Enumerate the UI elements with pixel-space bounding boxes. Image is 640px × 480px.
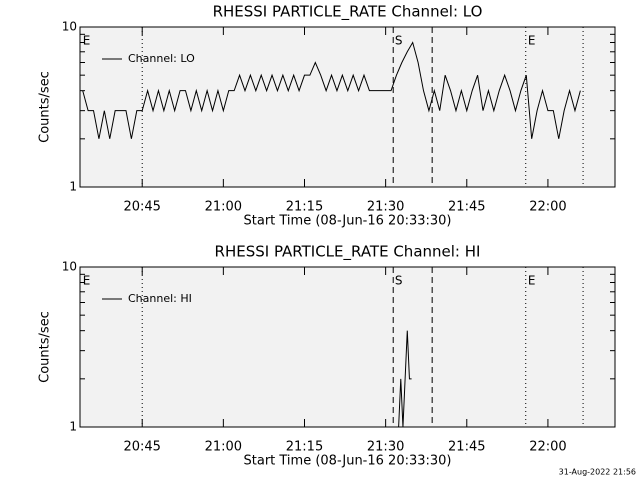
x-tick-label: 21:00 <box>205 200 242 215</box>
x-axis-label: Start Time (08-Jun-16 20:33:30) <box>244 454 452 469</box>
x-tick-label: 21:15 <box>286 440 323 455</box>
x-tick-label: 22:00 <box>529 200 566 215</box>
x-tick-label: 20:45 <box>123 200 160 215</box>
legend-label: Channel: HI <box>128 292 192 305</box>
x-tick-label: 21:45 <box>448 440 485 455</box>
annotation: E <box>83 34 91 48</box>
data-line <box>398 330 412 428</box>
chart-title: RHESSI PARTICLE_RATE Channel: LO <box>213 3 483 22</box>
x-axis-label: Start Time (08-Jun-16 20:33:30) <box>244 214 452 229</box>
annotation: S <box>395 34 403 48</box>
chart-title: RHESSI PARTICLE_RATE Channel: HI <box>215 243 481 262</box>
annotation: E <box>83 274 91 288</box>
x-tick-label: 21:45 <box>448 200 485 215</box>
data-line <box>82 41 581 139</box>
footer: 31-Aug-2022 21:56 <box>559 468 636 477</box>
legend-label: Channel: LO <box>128 52 195 65</box>
y-tick-label: 10 <box>62 20 77 34</box>
y-axis-label: Counts/sec <box>38 71 53 143</box>
y-tick-label: 1 <box>69 180 77 194</box>
plot-area <box>79 266 616 428</box>
x-tick-label: 21:00 <box>205 440 242 455</box>
x-tick-label: 20:45 <box>123 440 160 455</box>
y-axis-label: Counts/sec <box>38 311 53 383</box>
annotation: E <box>528 34 536 48</box>
x-tick-label: 21:30 <box>367 440 404 455</box>
y-tick-label: 1 <box>69 420 77 434</box>
annotation: E <box>528 274 536 288</box>
annotation: S <box>395 274 403 288</box>
plot-area <box>79 26 616 188</box>
x-tick-label: 21:15 <box>286 200 323 215</box>
y-tick-label: 10 <box>62 260 77 274</box>
x-tick-label: 22:00 <box>529 440 566 455</box>
x-tick-label: 21:30 <box>367 200 404 215</box>
